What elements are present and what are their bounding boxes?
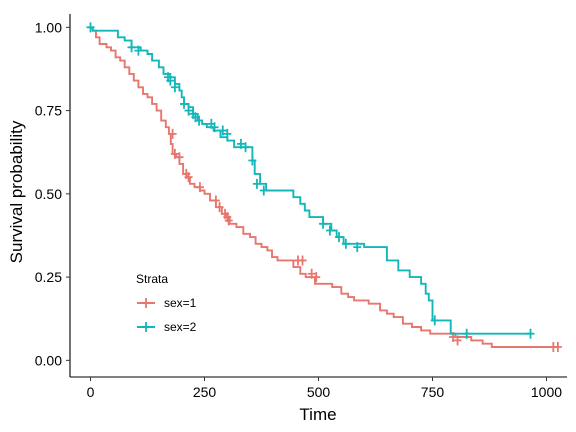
legend-label: sex=2 xyxy=(164,320,197,334)
censor-mark-series-2 xyxy=(259,185,268,196)
censor-mark-series-1 xyxy=(298,255,307,266)
censor-mark-series-1 xyxy=(211,195,220,206)
y-tick-label: 1.00 xyxy=(35,19,62,35)
y-tick-label: 0.25 xyxy=(35,269,62,285)
censor-mark-series-2 xyxy=(86,22,95,33)
censor-mark-series-1 xyxy=(175,152,184,163)
x-tick-label: 0 xyxy=(87,384,95,400)
censor-mark-series-1 xyxy=(312,272,321,283)
censor-mark-series-2 xyxy=(236,138,245,149)
censor-mark-series-2 xyxy=(526,328,535,339)
axes-layer: 0 250 500 750 1000 0.00 0.25 0.50 0.75 1.00 xyxy=(35,14,567,400)
censor-mark-series-2 xyxy=(353,242,362,253)
legend-label: sex=1 xyxy=(164,296,197,310)
y-tick-label: 0.00 xyxy=(35,352,62,368)
censor-mark-series-2 xyxy=(195,115,204,126)
series-line-2 xyxy=(90,26,531,335)
x-tick-label: 250 xyxy=(193,384,217,400)
censor-mark-series-1 xyxy=(453,335,462,346)
censor-mark-series-1 xyxy=(553,342,562,353)
x-tick-label: 750 xyxy=(421,384,445,400)
censor-mark-series-2 xyxy=(134,45,143,56)
censor-mark-series-1 xyxy=(307,268,316,279)
censor-mark-series-2 xyxy=(248,155,257,166)
censor-mark-series-2 xyxy=(223,128,232,139)
legend: Strata sex=1 sex=2 xyxy=(136,272,197,334)
censor-mark-series-2 xyxy=(252,178,261,189)
series-line-1 xyxy=(90,26,557,348)
censor-mark-series-2 xyxy=(319,218,328,229)
censor-mark-series-1 xyxy=(195,182,204,193)
censor-mark-series-2 xyxy=(210,122,219,133)
y-axis-title: Survival probability xyxy=(7,120,26,263)
series-layer xyxy=(86,22,562,353)
censor-mark-series-2 xyxy=(166,75,175,86)
censor-mark-series-2 xyxy=(341,238,350,249)
legend-entries: sex=1 sex=2 xyxy=(137,296,197,334)
x-tick-label: 1000 xyxy=(531,384,562,400)
legend-swatch-censor xyxy=(142,322,150,332)
legend-title: Strata xyxy=(136,272,168,286)
censor-mark-series-2 xyxy=(218,125,227,136)
x-axis-title: Time xyxy=(299,405,336,424)
y-tick-label: 0.50 xyxy=(35,186,62,202)
censor-mark-series-2 xyxy=(127,42,136,53)
censor-mark-series-2 xyxy=(335,232,344,243)
censor-mark-series-2 xyxy=(430,315,439,326)
watermark: 知乎 @简宝玉 xyxy=(452,398,540,414)
censor-mark-series-2 xyxy=(184,105,193,116)
censor-mark-series-1 xyxy=(168,128,177,139)
censor-mark-series-1 xyxy=(224,215,233,226)
legend-swatch-censor xyxy=(142,298,150,308)
censor-mark-series-2 xyxy=(170,82,179,93)
censor-mark-series-1 xyxy=(215,202,224,213)
y-tick-label: 0.75 xyxy=(35,103,62,119)
x-tick-label: 500 xyxy=(307,384,331,400)
censor-mark-series-1 xyxy=(170,148,179,159)
censor-mark-series-2 xyxy=(241,142,250,153)
censor-mark-series-2 xyxy=(462,328,471,339)
censor-mark-series-1 xyxy=(184,172,193,183)
censor-mark-series-2 xyxy=(325,225,334,236)
censor-mark-series-2 xyxy=(179,98,188,109)
